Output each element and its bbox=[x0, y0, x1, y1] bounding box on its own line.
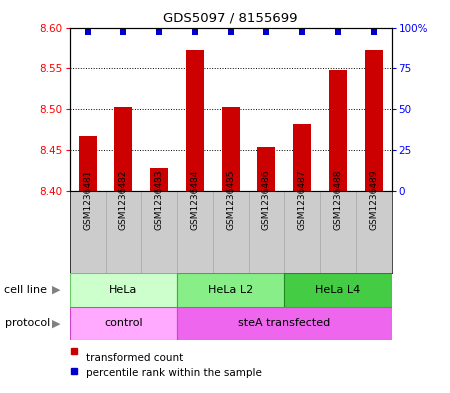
Bar bbox=[114, 107, 132, 191]
Point bbox=[227, 29, 234, 35]
Bar bbox=[213, 191, 248, 273]
Point bbox=[191, 29, 198, 35]
Point bbox=[298, 29, 306, 35]
Text: GSM1236489: GSM1236489 bbox=[369, 170, 378, 230]
Point bbox=[156, 29, 163, 35]
Text: GSM1236487: GSM1236487 bbox=[297, 170, 306, 230]
Bar bbox=[70, 191, 105, 273]
Text: steA transfected: steA transfected bbox=[238, 318, 330, 328]
Bar bbox=[257, 147, 275, 191]
Text: percentile rank within the sample: percentile rank within the sample bbox=[86, 368, 261, 378]
Point bbox=[84, 29, 91, 35]
Title: GDS5097 / 8155699: GDS5097 / 8155699 bbox=[163, 12, 298, 25]
Text: GSM1236485: GSM1236485 bbox=[226, 170, 235, 230]
Bar bbox=[293, 124, 311, 191]
Text: transformed count: transformed count bbox=[86, 353, 183, 363]
Bar bbox=[364, 50, 382, 191]
Text: cell line: cell line bbox=[4, 285, 48, 295]
Bar bbox=[177, 191, 213, 273]
Bar bbox=[150, 168, 168, 191]
Text: HeLa L2: HeLa L2 bbox=[208, 285, 253, 295]
Bar bbox=[320, 191, 356, 273]
Bar bbox=[356, 191, 392, 273]
Bar bbox=[105, 191, 141, 273]
Text: HeLa: HeLa bbox=[109, 285, 138, 295]
Text: GSM1236488: GSM1236488 bbox=[333, 170, 342, 230]
Bar bbox=[222, 107, 239, 191]
Bar bbox=[186, 50, 204, 191]
Bar bbox=[70, 307, 177, 340]
Bar bbox=[329, 70, 347, 191]
Text: protocol: protocol bbox=[4, 318, 50, 329]
Bar bbox=[248, 191, 284, 273]
Text: GSM1236482: GSM1236482 bbox=[119, 170, 128, 230]
Bar bbox=[177, 307, 392, 340]
Point bbox=[120, 29, 127, 35]
Text: GSM1236484: GSM1236484 bbox=[190, 170, 199, 230]
Text: GSM1236481: GSM1236481 bbox=[83, 170, 92, 230]
Text: HeLa L4: HeLa L4 bbox=[315, 285, 360, 295]
Point bbox=[370, 29, 377, 35]
Bar bbox=[284, 191, 320, 273]
Bar bbox=[177, 273, 284, 307]
Bar bbox=[141, 191, 177, 273]
Bar bbox=[284, 273, 392, 307]
Bar bbox=[79, 136, 97, 191]
Text: GSM1236483: GSM1236483 bbox=[155, 170, 164, 230]
Point bbox=[263, 29, 270, 35]
Text: GSM1236486: GSM1236486 bbox=[262, 170, 271, 230]
Text: ▶: ▶ bbox=[52, 318, 60, 329]
Text: control: control bbox=[104, 318, 143, 328]
Bar bbox=[70, 273, 177, 307]
Point bbox=[334, 29, 342, 35]
Text: ▶: ▶ bbox=[52, 285, 60, 295]
